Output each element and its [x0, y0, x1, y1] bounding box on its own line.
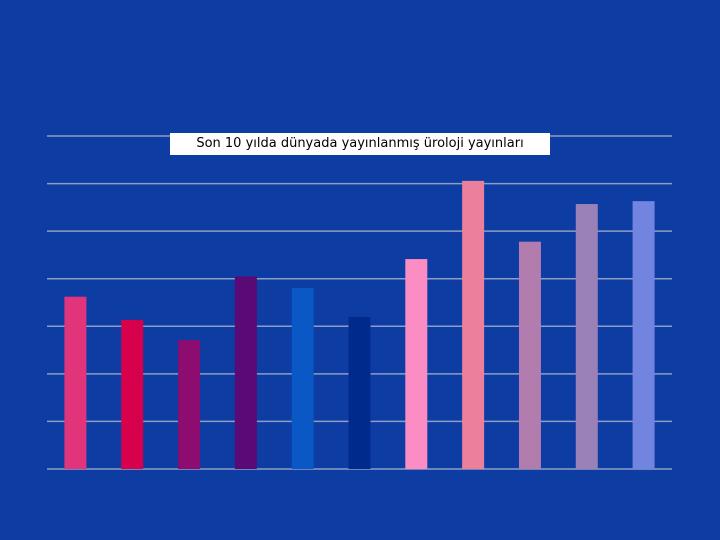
bar-3 — [178, 340, 201, 469]
bar-4 — [234, 276, 257, 469]
bar-9 — [518, 241, 541, 469]
bar-1 — [64, 296, 87, 469]
bar-6 — [348, 316, 371, 469]
bar-2 — [121, 319, 144, 469]
bars — [64, 180, 655, 470]
chart-title: Son 10 yılda dünyada yayınlanmış üroloji… — [170, 133, 550, 155]
bar-5 — [291, 288, 314, 469]
bar-7 — [405, 259, 428, 469]
bar-10 — [575, 204, 598, 469]
bar-11 — [632, 201, 655, 470]
bar-8 — [462, 180, 485, 469]
